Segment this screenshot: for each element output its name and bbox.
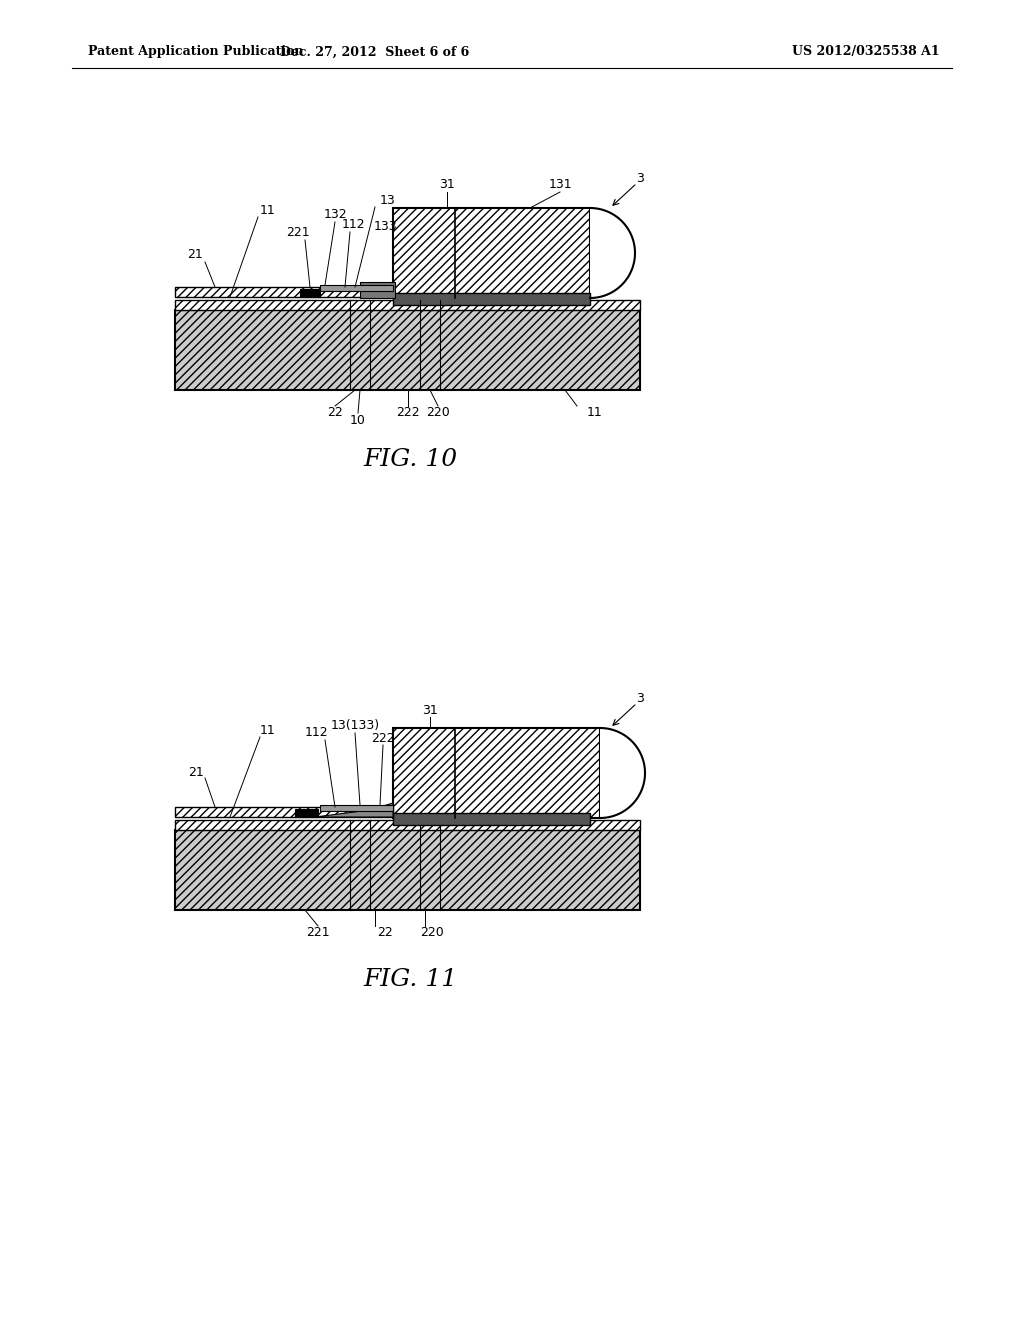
Bar — [319, 285, 393, 290]
Text: 22: 22 — [377, 927, 393, 940]
Bar — [393, 293, 590, 305]
Bar — [175, 300, 640, 310]
Text: FIG. 11: FIG. 11 — [362, 969, 457, 991]
Text: FIG. 10: FIG. 10 — [362, 449, 457, 471]
Bar — [393, 813, 590, 825]
Text: 10: 10 — [350, 413, 366, 426]
Bar — [295, 809, 318, 817]
Text: US 2012/0325538 A1: US 2012/0325538 A1 — [793, 45, 940, 58]
Polygon shape — [315, 803, 393, 817]
Bar — [175, 830, 640, 909]
Text: 21: 21 — [188, 766, 204, 779]
Polygon shape — [590, 209, 635, 298]
Bar — [393, 209, 590, 298]
Bar — [360, 282, 395, 298]
Bar — [175, 310, 640, 389]
Text: Dec. 27, 2012  Sheet 6 of 6: Dec. 27, 2012 Sheet 6 of 6 — [281, 45, 470, 58]
Text: 222: 222 — [371, 731, 395, 744]
Text: 3: 3 — [636, 692, 644, 705]
Text: 11: 11 — [260, 723, 275, 737]
Text: 22: 22 — [327, 407, 343, 420]
Text: 220: 220 — [426, 407, 450, 420]
Bar — [393, 729, 600, 818]
Text: 11: 11 — [260, 203, 275, 216]
Bar — [300, 289, 319, 297]
Text: 131: 131 — [548, 178, 571, 191]
Text: 133: 133 — [373, 220, 397, 234]
Text: 11: 11 — [587, 407, 603, 420]
Text: 132: 132 — [324, 209, 347, 222]
Text: Patent Application Publication: Patent Application Publication — [88, 45, 303, 58]
Polygon shape — [600, 729, 645, 818]
Text: 13(133): 13(133) — [331, 718, 380, 731]
Text: 3: 3 — [636, 172, 644, 185]
Text: 220: 220 — [420, 927, 443, 940]
Text: 31: 31 — [422, 704, 438, 717]
Bar — [319, 805, 393, 810]
Text: 221: 221 — [286, 227, 310, 239]
Bar — [175, 820, 640, 830]
Text: 31: 31 — [439, 178, 455, 191]
Text: 112: 112 — [304, 726, 328, 739]
Text: 221: 221 — [306, 927, 330, 940]
Text: 222: 222 — [396, 407, 420, 420]
Text: 13: 13 — [380, 194, 396, 206]
Bar — [175, 807, 393, 817]
Bar — [175, 286, 393, 297]
Text: 112: 112 — [341, 219, 365, 231]
Text: 21: 21 — [187, 248, 203, 261]
